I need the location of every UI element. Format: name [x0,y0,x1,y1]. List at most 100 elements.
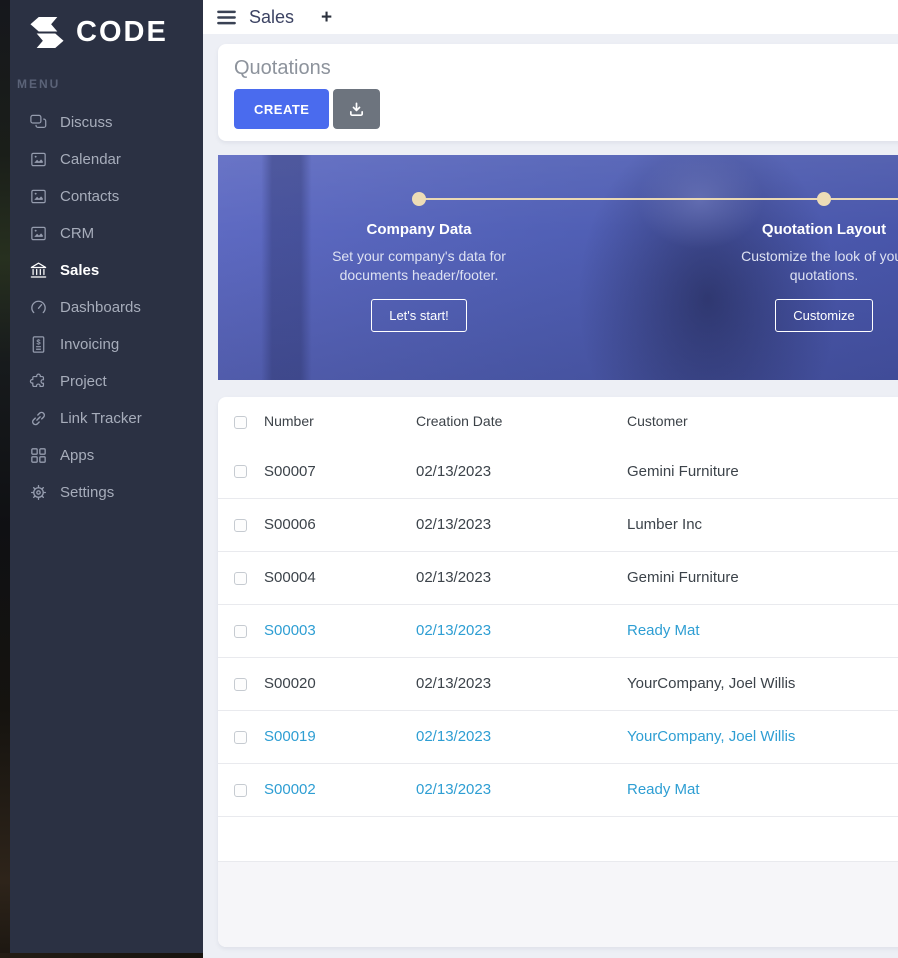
sidebar-item-label: Discuss [60,114,113,131]
cell-number: S00006 [264,516,316,533]
sidebar-item-label: CRM [60,225,95,242]
onboarding-step-quotation-layout: Quotation Layout Customize the look of y… [704,221,898,332]
row-checkbox[interactable] [234,624,247,638]
cell-customer: Ready Mat [627,622,700,639]
quotations-table: Number Creation Date Customer S00007 02/… [218,397,898,817]
discuss-icon [28,113,49,133]
column-header-number[interactable]: Number [264,413,314,429]
onboarding-banner: Company Data Set your company's data for… [218,155,898,380]
select-all-checkbox[interactable] [234,415,247,429]
gear-icon [28,483,49,503]
sidebar-item-invoicing[interactable]: $ Invoicing [0,326,203,363]
sidebar-item-apps[interactable]: Apps [0,437,203,474]
row-checkbox[interactable] [234,730,247,744]
brand-logo[interactable]: CODE [28,16,203,49]
onboarding-step-company-data: Company Data Set your company's data for… [299,221,539,332]
table-row[interactable]: S00006 02/13/2023 Lumber Inc [218,498,898,551]
download-button[interactable] [333,89,381,129]
cell-date: 02/13/2023 [416,462,492,480]
table-empty-space [218,816,898,861]
sidebar: CODE MENU Discuss Calendar Contacts CRM [0,0,203,958]
sidebar-item-label: Dashboards [60,299,141,316]
sidebar-item-label: Link Tracker [60,410,142,427]
row-checkbox[interactable] [234,465,247,479]
image-placeholder-icon [28,224,49,244]
sidebar-item-settings[interactable]: Settings [0,474,203,511]
sidebar-item-label: Sales [60,262,100,279]
sidebar-item-label: Invoicing [60,336,120,353]
row-checkbox[interactable] [234,783,247,797]
cell-date: 02/13/2023 [416,569,492,586]
sidebar-item-discuss[interactable]: Discuss [0,104,203,141]
image-placeholder-icon [28,187,49,207]
cell-customer: Lumber Inc [627,516,703,533]
quotations-table-card: Number Creation Date Customer S00007 02/… [218,397,898,947]
sidebar-item-label: Settings [60,484,115,501]
page-header-card: Quotations CREATE [218,44,898,141]
step-description: Set your company's data for documents he… [332,248,506,284]
sidebar-item-link-tracker[interactable]: Link Tracker [0,400,203,437]
topbar-app-title: Sales [249,6,295,27]
invoice-icon: $ [28,335,49,355]
page-title: Quotations [234,57,331,79]
cell-number: S00003 [264,622,316,639]
cell-customer: Gemini Furniture [627,462,739,480]
step-title: Quotation Layout [761,221,887,238]
table-row[interactable]: S00007 02/13/2023 Gemini Furniture [218,445,898,498]
hamburger-menu-icon[interactable] [217,10,236,25]
download-icon [348,101,365,118]
table-footer [218,860,898,947]
sidebar-item-label: Contacts [60,188,120,205]
lets-start-button[interactable]: Let's start! [371,298,467,332]
onboarding-step-dot [412,192,426,206]
puzzle-icon [28,372,49,392]
cell-customer: Gemini Furniture [627,569,739,586]
cell-number: S00002 [264,781,316,798]
cell-number: S00019 [264,728,316,745]
step-title: Company Data [366,221,472,238]
sidebar-item-sales[interactable]: Sales [0,252,203,289]
new-tab-button[interactable]: + [321,6,333,28]
row-checkbox[interactable] [234,518,247,532]
brand-logo-icon [28,17,66,48]
table-row[interactable]: S00019 02/13/2023 YourCompany, Joel Will… [218,710,898,763]
row-checkbox[interactable] [234,677,247,691]
main-content: Quotations CREATE Company Data Set your … [203,34,898,958]
onboarding-progress-line [419,198,898,200]
cell-date: 02/13/2023 [416,781,492,798]
cell-customer: YourCompany, Joel Willis [627,675,796,692]
topbar: Sales + [203,0,898,34]
table-row[interactable]: S00020 02/13/2023 YourCompany, Joel Will… [218,657,898,710]
onboarding-step-dot [817,192,831,206]
sidebar-item-label: Calendar [60,151,121,168]
create-button[interactable]: CREATE [234,89,330,129]
cell-date: 02/13/2023 [416,622,492,639]
cell-number: S00020 [264,675,316,692]
customize-button[interactable]: Customize [775,298,873,332]
sidebar-item-project[interactable]: Project [0,363,203,400]
column-header-creation-date[interactable]: Creation Date [416,413,503,429]
column-header-customer[interactable]: Customer [627,413,688,429]
table-row[interactable]: S00004 02/13/2023 Gemini Furniture [218,551,898,604]
step-description: Customize the look of your quotations. [741,248,898,284]
cell-number: S00004 [264,569,316,586]
brand-name: CODE [76,16,168,48]
cell-date: 02/13/2023 [416,675,492,692]
row-checkbox[interactable] [234,571,247,585]
menu-section-label: MENU [17,77,61,91]
sidebar-item-calendar[interactable]: Calendar [0,141,203,178]
cell-date: 02/13/2023 [416,516,492,533]
sidebar-item-label: Project [60,373,107,390]
link-icon [28,409,49,429]
sidebar-item-dashboards[interactable]: Dashboards [0,289,203,326]
table-header-row: Number Creation Date Customer [218,397,898,445]
sidebar-item-crm[interactable]: CRM [0,215,203,252]
cell-date: 02/13/2023 [416,728,492,745]
table-row[interactable]: S00002 02/13/2023 Ready Mat [218,763,898,816]
cell-customer: Ready Mat [627,781,700,798]
table-row[interactable]: S00003 02/13/2023 Ready Mat [218,604,898,657]
gauge-icon [28,298,49,318]
cell-number: S00007 [264,462,316,480]
image-placeholder-icon [28,150,49,170]
sidebar-item-contacts[interactable]: Contacts [0,178,203,215]
